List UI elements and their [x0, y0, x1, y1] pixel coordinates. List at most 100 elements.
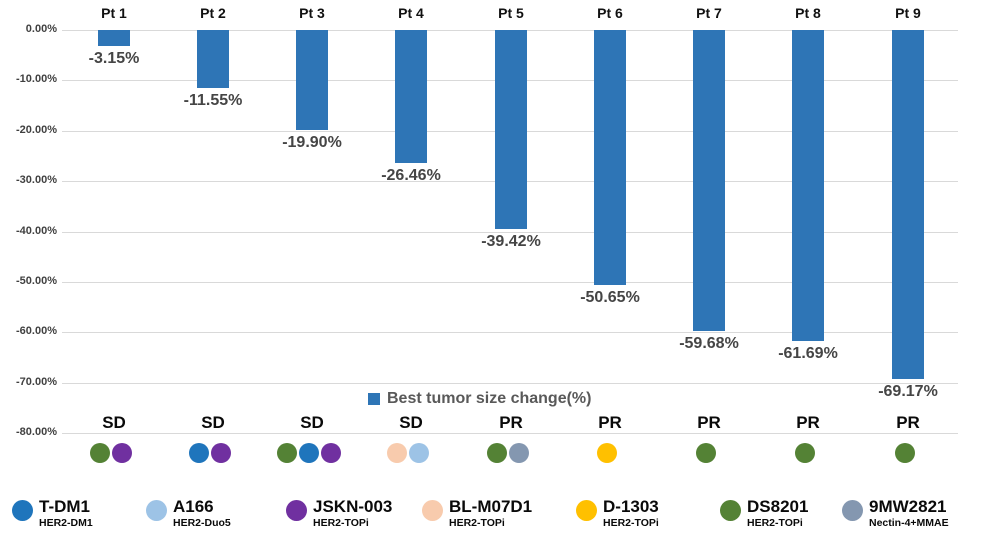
legend-item: D-1303 HER2-TOPi [576, 497, 659, 529]
legend-drug-name: A166 [173, 497, 214, 516]
legend-drug-dot-icon [422, 500, 443, 521]
legend-drug-mechanism: HER2-TOPi [603, 517, 659, 529]
response-label: SD [201, 413, 225, 432]
legend-drug-dot-icon [842, 500, 863, 521]
legend-text: DS8201 HER2-TOPi [747, 497, 808, 529]
patient-label: Pt 6 [597, 5, 623, 21]
patient-drug-dots [90, 443, 132, 463]
legend-item: DS8201 HER2-TOPi [720, 497, 808, 529]
legend-text: 9MW2821 Nectin-4+MMAE [869, 497, 949, 529]
legend-drug-name: DS8201 [747, 497, 809, 516]
y-axis-tick-label: -70.00% [16, 376, 57, 388]
patient-drug-dots [696, 443, 716, 463]
y-axis-tick-label: -60.00% [16, 325, 57, 337]
drug-dot-icon [795, 443, 815, 463]
bar-value-label: -26.46% [381, 167, 441, 184]
bar-value-label: -50.65% [580, 289, 640, 306]
bar-value-label: -11.55% [183, 92, 243, 109]
legend-drug-dot-icon [720, 500, 741, 521]
y-axis-tick-label: 0.00% [25, 23, 57, 35]
gridline [62, 332, 958, 333]
series-legend-label: Best tumor size change(%) [387, 390, 592, 407]
response-label: PR [896, 413, 920, 432]
tumor-change-bar [296, 30, 328, 130]
patient-label: Pt 8 [795, 5, 821, 21]
patient-drug-dots [487, 443, 529, 463]
patient-drug-dots [895, 443, 915, 463]
y-axis-tick-label: -80.00% [16, 426, 57, 438]
response-label: PR [697, 413, 721, 432]
y-axis-tick-label: -10.00% [16, 73, 57, 85]
drug-dot-icon [321, 443, 341, 463]
patient-drug-dots [597, 443, 617, 463]
tumor-change-bar [792, 30, 824, 341]
patient-drug-dots [277, 443, 341, 463]
patient-drug-dots [795, 443, 815, 463]
drug-dot-icon [509, 443, 529, 463]
bar-value-label: -19.90% [282, 134, 342, 151]
bar-value-label: -61.69% [778, 345, 838, 362]
patient-label: Pt 2 [200, 5, 226, 21]
legend-drug-name: T-DM1 [39, 497, 90, 516]
legend-text: T-DM1 HER2-DM1 [39, 497, 93, 529]
patient-label: Pt 1 [101, 5, 127, 21]
legend-drug-name: JSKN-003 [313, 497, 393, 516]
patient-label: Pt 9 [895, 5, 921, 21]
patient-label: Pt 5 [498, 5, 524, 21]
drug-dot-icon [277, 443, 297, 463]
response-label: SD [399, 413, 423, 432]
y-axis-tick-label: -50.00% [16, 275, 57, 287]
drug-dot-icon [189, 443, 209, 463]
tumor-change-bar [693, 30, 725, 331]
bar-value-label: -3.15% [88, 50, 140, 67]
legend-drug-mechanism: HER2-DM1 [39, 517, 93, 529]
drug-dot-icon [597, 443, 617, 463]
y-axis-tick-label: -30.00% [16, 174, 57, 186]
legend-drug-mechanism: HER2-TOPi [449, 517, 505, 529]
legend-text: A166 HER2-Duo5 [173, 497, 231, 529]
response-label: SD [102, 413, 126, 432]
legend-text: D-1303 HER2-TOPi [603, 497, 659, 529]
tumor-change-bar [197, 30, 229, 88]
legend-item: JSKN-003 HER2-TOPi [286, 497, 392, 529]
series-legend: Best tumor size change(%) [368, 390, 591, 408]
legend-drug-mechanism: Nectin-4+MMAE [869, 517, 949, 529]
legend-drug-dot-icon [286, 500, 307, 521]
drug-legend: T-DM1 HER2-DM1 A166 HER2-Duo5 JSKN-003 HER2-T… [0, 494, 986, 541]
legend-text: JSKN-003 HER2-TOPi [313, 497, 392, 529]
gridline [62, 433, 958, 434]
drug-dot-icon [387, 443, 407, 463]
response-label: SD [300, 413, 324, 432]
legend-drug-mechanism: HER2-Duo5 [173, 517, 231, 529]
response-label: PR [499, 413, 523, 432]
tumor-change-bar [98, 30, 130, 46]
legend-drug-name: BL-M07D1 [449, 497, 533, 516]
tumor-change-bar [892, 30, 924, 379]
legend-drug-name: 9MW2821 [869, 497, 947, 516]
legend-item: T-DM1 HER2-DM1 [12, 497, 93, 529]
legend-drug-dot-icon [12, 500, 33, 521]
patient-label: Pt 4 [398, 5, 424, 21]
y-axis-tick-label: -40.00% [16, 225, 57, 237]
patient-label: Pt 3 [299, 5, 325, 21]
bar-value-label: -69.17% [878, 383, 938, 400]
drug-dot-icon [299, 443, 319, 463]
legend-item: A166 HER2-Duo5 [146, 497, 231, 529]
patient-label: Pt 7 [696, 5, 722, 21]
legend-drug-dot-icon [146, 500, 167, 521]
legend-drug-name: D-1303 [603, 497, 659, 516]
drug-dot-icon [487, 443, 507, 463]
drug-dot-icon [90, 443, 110, 463]
gridline [62, 282, 958, 283]
patient-drug-dots [189, 443, 231, 463]
gridline [62, 383, 958, 384]
drug-dot-icon [112, 443, 132, 463]
drug-dot-icon [696, 443, 716, 463]
drug-dot-icon [211, 443, 231, 463]
legend-item: BL-M07D1 HER2-TOPi [422, 497, 532, 529]
response-label: PR [598, 413, 622, 432]
legend-item: 9MW2821 Nectin-4+MMAE [842, 497, 949, 529]
legend-drug-mechanism: HER2-TOPi [747, 517, 803, 529]
gridline [62, 232, 958, 233]
